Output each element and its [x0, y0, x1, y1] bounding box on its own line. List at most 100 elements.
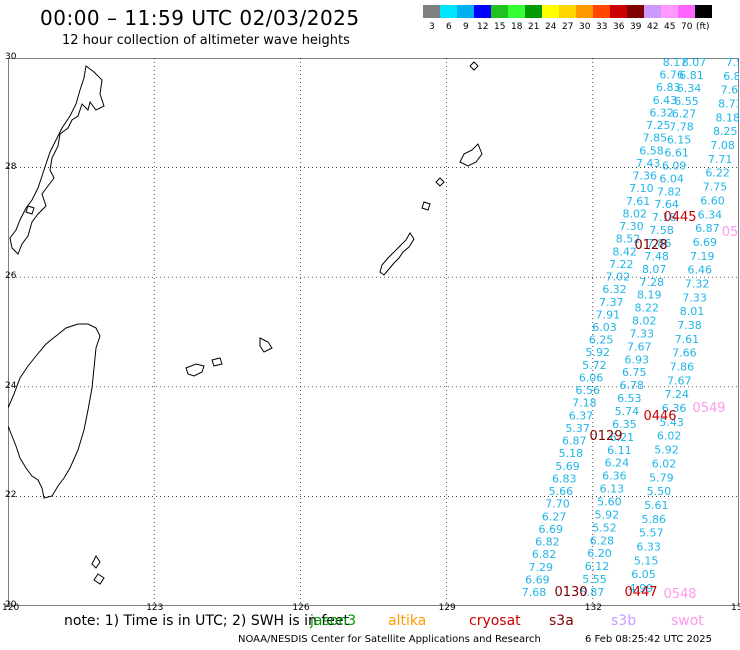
satellite-s3a: s3a — [549, 613, 574, 629]
legend-label: 24 — [545, 22, 557, 32]
wave-height-value: 7.61 — [675, 333, 700, 346]
wave-height-value: 6.25 — [589, 334, 614, 347]
pass-0446-label: 0446 — [643, 409, 676, 424]
wave-height-value: 6.56 — [575, 384, 600, 397]
legend-swatch — [627, 5, 644, 18]
wave-height-value: 5.15 — [634, 554, 659, 567]
wave-height-value: 6.03 — [592, 321, 617, 334]
map-title: 00:00 – 11:59 UTC 02/03/2025 — [40, 6, 360, 30]
altimeter-tracks: 7.686.697.296.826.826.696.277.705.666.83… — [522, 58, 739, 599]
wave-height-value: 6.35 — [612, 418, 637, 431]
legend-swatch — [695, 5, 712, 18]
wave-height-value: 6.05 — [631, 568, 656, 581]
legend-label: 27 — [562, 22, 574, 32]
wave-height-value: 6.69 — [693, 236, 718, 249]
wave-height-value: 6.36 — [662, 402, 687, 415]
wave-height-value: 5.92 — [586, 346, 611, 359]
pass-0548-a-label: 0548 — [663, 587, 696, 602]
lat-tick-label: 30 — [5, 52, 17, 62]
wave-height-value: 5.72 — [582, 359, 607, 372]
wave-height-value: 5.18 — [559, 447, 584, 460]
satellite-cryosat: cryosat — [469, 613, 521, 629]
satellite-altika: altika — [388, 613, 427, 629]
wave-height-value: 7.82 — [657, 185, 682, 198]
legend-label: 18 — [511, 22, 523, 32]
wave-height-value: 6.24 — [605, 457, 630, 470]
map-subtitle: 12 hour collection of altimeter wave hei… — [62, 33, 350, 48]
wave-height-value: 6.93 — [625, 353, 650, 366]
wave-height-value: 6.78 — [620, 379, 645, 392]
wave-height-value: 6.22 — [705, 167, 730, 180]
coastlines — [8, 61, 483, 585]
legend-label: 21 — [528, 22, 540, 32]
wave-height-value: 6.28 — [590, 534, 615, 547]
lat-tick-label: 24 — [5, 380, 17, 391]
wave-height-value: 8.52 — [616, 233, 641, 246]
wave-height-value: 6.83 — [552, 472, 577, 485]
satellite-jason3: jason3 — [310, 613, 357, 629]
wave-height-value: 8.22 — [634, 302, 659, 315]
wave-height-value: 7.36 — [633, 170, 658, 183]
wave-height-value: 7.61 — [626, 195, 651, 208]
legend-label: 6 — [446, 22, 452, 32]
legend-swatch — [542, 5, 559, 18]
wave-height-value: 6.15 — [667, 134, 692, 147]
wave-height-value: 6.83 — [723, 70, 739, 83]
wave-height-value: 7.67 — [627, 340, 652, 353]
wave-height-value: 7.29 — [528, 561, 553, 574]
wave-height-value: 6.34 — [677, 82, 702, 95]
legend-swatch — [440, 5, 457, 18]
wave-height-value: 7.33 — [682, 291, 707, 304]
wave-height-value: 6.83 — [656, 81, 681, 94]
wave-height-value: 7.69 — [721, 84, 739, 97]
legend-swatch — [661, 5, 678, 18]
wave-height-value: 6.02 — [652, 457, 677, 470]
wave-height-value: 8.17 — [663, 58, 688, 69]
wave-height-value: 6.87 — [562, 435, 587, 448]
credit-line: NOAA/NESDIS Center for Satellite Applica… — [238, 634, 541, 645]
wave-height-value: 6.43 — [653, 94, 678, 107]
legend-swatch — [508, 5, 525, 18]
wave-height-value: 7.85 — [643, 132, 668, 145]
wave-height-value: 7.24 — [664, 388, 689, 401]
wave-height-value: 6.87 — [695, 222, 720, 235]
wave-height-value: 5.92 — [654, 444, 679, 457]
wave-height-value: 6.69 — [539, 523, 564, 536]
wave-height-value: 5.52 — [592, 521, 617, 534]
wave-height-value: 6.81 — [679, 69, 704, 82]
legend-label: 12 — [477, 22, 489, 32]
wave-height-value: 6.60 — [700, 194, 725, 207]
legend-label: (ft) — [696, 22, 710, 32]
ishigaki-coastline — [185, 363, 205, 377]
wave-height-value: 6.82 — [532, 548, 557, 561]
wave-height-value: 7.66 — [672, 347, 697, 360]
wave-height-value: 7.64 — [654, 198, 679, 211]
tokara-coastline — [469, 61, 479, 71]
wave-height-value: 7.70 — [545, 498, 570, 511]
batanes-coastline — [91, 555, 101, 569]
wave-height-value: 5.37 — [565, 422, 590, 435]
wave-height-value: 7.67 — [667, 374, 692, 387]
footer-note: note: 1) Time is in UTC; 2) SWH is in fe… — [64, 613, 350, 629]
generated-timestamp: 6 Feb 08:25:42 UTC 2025 — [585, 634, 712, 645]
wave-height-value: 6.75 — [622, 366, 647, 379]
wave-height-value: 7.18 — [572, 397, 597, 410]
legend-swatch — [423, 5, 440, 18]
pass-0447-label: 0447 — [624, 585, 657, 600]
wave-height-value: 5.61 — [644, 499, 669, 512]
wave-height-value: 6.09 — [662, 159, 687, 172]
pass-0129-label: 0129 — [589, 429, 622, 444]
lon-tick-label: 135 — [731, 603, 740, 613]
pass-0549-label: 0549 — [692, 401, 725, 416]
wave-height-value: 8.01 — [680, 305, 705, 318]
wave-height-value: 8.19 — [637, 289, 662, 302]
wave-height-value: 5.86 — [642, 513, 667, 526]
wave-height-value: 6.04 — [659, 172, 684, 185]
wave-height-value: 7.18 — [652, 211, 677, 224]
lat-tick-label: 26 — [5, 271, 17, 282]
pass-0130-label: 0130 — [554, 585, 587, 600]
wave-height-value: 8.02 — [632, 315, 657, 328]
wave-height-value: 7.25 — [646, 119, 671, 132]
legend-swatch — [457, 5, 474, 18]
satellite-s3b: s3b — [611, 613, 637, 629]
